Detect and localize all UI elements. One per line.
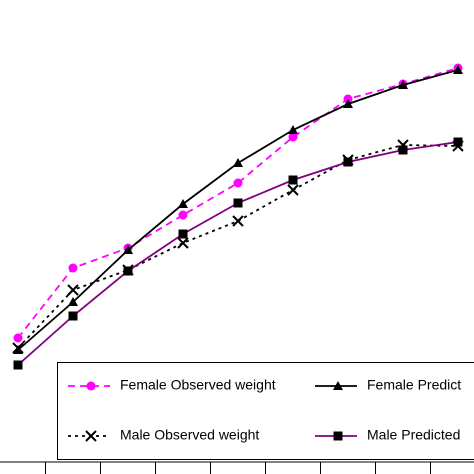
- point: [288, 125, 298, 134]
- legend-box: [57, 362, 474, 460]
- point: [178, 229, 188, 239]
- point: [67, 284, 79, 296]
- point: [453, 137, 463, 147]
- point: [333, 381, 343, 390]
- point: [178, 199, 188, 208]
- point: [343, 157, 353, 167]
- point: [123, 266, 133, 276]
- point: [453, 65, 463, 74]
- point: [123, 245, 133, 254]
- legend-label: Female Observed weight: [120, 377, 276, 393]
- point: [177, 237, 189, 249]
- point: [233, 198, 243, 208]
- series-line: [17, 141, 459, 366]
- legend-label: Male Predicted: [367, 427, 460, 443]
- point: [12, 342, 24, 354]
- point: [233, 158, 243, 167]
- legend-label: Female Predict: [367, 377, 461, 393]
- point: [178, 210, 188, 220]
- point: [232, 215, 244, 227]
- point: [85, 430, 97, 442]
- point: [398, 80, 408, 89]
- point: [288, 132, 298, 142]
- point: [288, 175, 298, 185]
- point: [13, 360, 23, 370]
- point: [68, 263, 78, 273]
- point: [398, 145, 408, 155]
- point: [13, 333, 23, 343]
- point: [86, 381, 96, 391]
- series-line: [17, 144, 459, 349]
- series-line: [17, 67, 459, 339]
- legend: Female Observed weight Female Predict Male…: [57, 362, 474, 460]
- point: [233, 178, 243, 188]
- legend-label: Male Observed weight: [120, 427, 259, 443]
- point: [343, 99, 353, 108]
- point: [287, 184, 299, 196]
- point: [68, 311, 78, 321]
- point: [333, 431, 343, 441]
- point: [68, 297, 78, 306]
